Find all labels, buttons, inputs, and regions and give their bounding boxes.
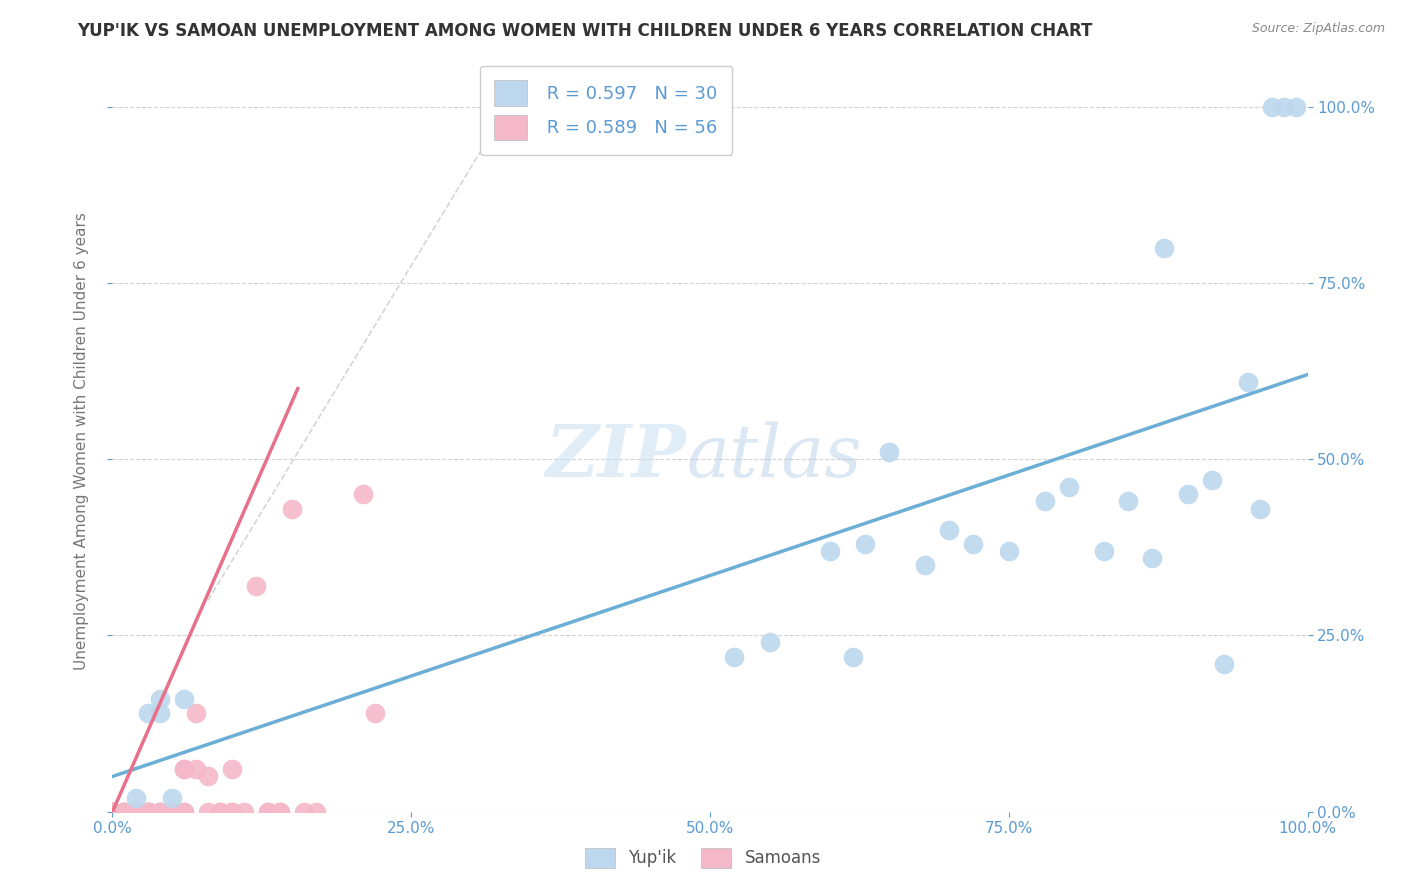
Point — [125, 790, 148, 805]
Point — [101, 805, 124, 819]
Point — [125, 805, 148, 819]
Point — [209, 805, 232, 819]
Point — [149, 805, 172, 819]
Point — [101, 805, 124, 819]
Point — [173, 692, 195, 706]
Point — [938, 523, 960, 537]
Point — [1237, 375, 1260, 389]
Point — [101, 805, 124, 819]
Point — [125, 805, 148, 819]
Point — [759, 635, 782, 649]
Point — [1201, 473, 1223, 487]
Legend: Yup'ik, Samoans: Yup'ik, Samoans — [578, 841, 828, 875]
Point — [1142, 550, 1164, 565]
Point — [1213, 657, 1236, 671]
Point — [221, 763, 243, 777]
Point — [1118, 494, 1140, 508]
Point — [209, 805, 232, 819]
Point — [818, 544, 841, 558]
Point — [101, 805, 124, 819]
Text: ZIP: ZIP — [546, 421, 686, 491]
Point — [1272, 100, 1295, 114]
Point — [197, 805, 219, 819]
Point — [173, 763, 195, 777]
Point — [723, 649, 745, 664]
Point — [138, 805, 160, 819]
Point — [125, 805, 148, 819]
Point — [1094, 544, 1116, 558]
Point — [162, 805, 183, 819]
Point — [1285, 100, 1308, 114]
Point — [1261, 100, 1284, 114]
Point — [114, 805, 135, 819]
Point — [1177, 487, 1199, 501]
Point — [352, 487, 374, 501]
Point — [101, 805, 124, 819]
Point — [305, 805, 328, 819]
Point — [162, 805, 183, 819]
Point — [173, 805, 195, 819]
Point — [186, 763, 208, 777]
Point — [364, 706, 387, 720]
Point — [221, 805, 243, 819]
Point — [197, 769, 219, 783]
Point — [879, 445, 901, 459]
Point — [186, 706, 208, 720]
Point — [1057, 480, 1080, 494]
Point — [149, 805, 172, 819]
Point — [138, 805, 160, 819]
Point — [962, 537, 984, 551]
Point — [149, 805, 172, 819]
Text: atlas: atlas — [686, 421, 862, 491]
Point — [998, 544, 1021, 558]
Point — [281, 501, 304, 516]
Point — [162, 790, 183, 805]
Point — [257, 805, 280, 819]
Point — [138, 805, 160, 819]
Point — [138, 805, 160, 819]
Point — [101, 805, 124, 819]
Point — [101, 805, 124, 819]
Point — [114, 805, 135, 819]
Point — [149, 706, 172, 720]
Point — [257, 805, 280, 819]
Point — [1249, 501, 1271, 516]
Point — [233, 805, 256, 819]
Point — [101, 805, 124, 819]
Point — [1033, 494, 1056, 508]
Point — [114, 805, 135, 819]
Point — [125, 805, 148, 819]
Point — [842, 649, 865, 664]
Point — [855, 537, 877, 551]
Point — [914, 558, 936, 572]
Legend:  R = 0.597   N = 30,  R = 0.589   N = 56: R = 0.597 N = 30, R = 0.589 N = 56 — [479, 66, 733, 154]
Point — [221, 805, 243, 819]
Text: YUP'IK VS SAMOAN UNEMPLOYMENT AMONG WOMEN WITH CHILDREN UNDER 6 YEARS CORRELATIO: YUP'IK VS SAMOAN UNEMPLOYMENT AMONG WOME… — [77, 22, 1092, 40]
Point — [138, 805, 160, 819]
Point — [125, 805, 148, 819]
Y-axis label: Unemployment Among Women with Children Under 6 years: Unemployment Among Women with Children U… — [75, 212, 89, 671]
Point — [269, 805, 291, 819]
Text: Source: ZipAtlas.com: Source: ZipAtlas.com — [1251, 22, 1385, 36]
Point — [101, 805, 124, 819]
Point — [138, 706, 160, 720]
Point — [173, 763, 195, 777]
Point — [114, 805, 135, 819]
Point — [1153, 241, 1175, 255]
Point — [245, 579, 267, 593]
Point — [125, 805, 148, 819]
Point — [101, 805, 124, 819]
Point — [269, 805, 291, 819]
Point — [149, 692, 172, 706]
Point — [292, 805, 315, 819]
Point — [173, 805, 195, 819]
Point — [162, 805, 183, 819]
Point — [162, 805, 183, 819]
